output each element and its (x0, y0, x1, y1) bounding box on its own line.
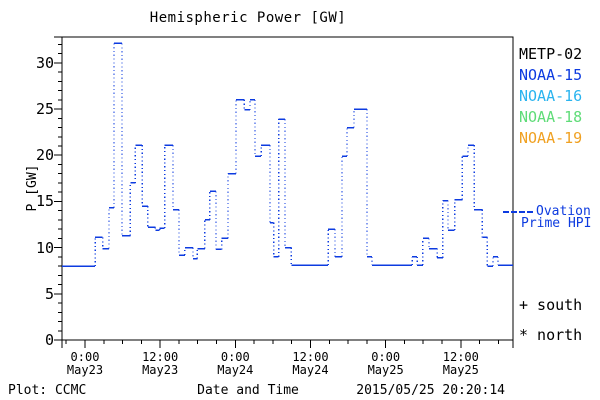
y-tick-label: 0 (44, 331, 54, 349)
y-tick-label: 10 (35, 238, 54, 257)
legend-item-noaa-16: NOAA-16 (519, 87, 583, 105)
x-tick-label: 0:00 May25 (354, 351, 418, 377)
x-axis-title: Date and Time (197, 383, 299, 398)
x-tick-date: May24 (292, 363, 329, 377)
y-tick-label: 25 (35, 100, 54, 119)
hemisphere-markers: + south * north (519, 298, 582, 358)
axes (54, 36, 514, 348)
ovation-legend-line1: Ovation (503, 204, 591, 219)
x-tick-label: 0:00 May24 (203, 351, 267, 377)
x-tick-label: 12:00 May23 (128, 351, 192, 377)
x-tick-date: May23 (66, 363, 104, 377)
y-tick-label: 20 (35, 146, 54, 165)
legend-item-noaa-19: NOAA-19 (519, 129, 583, 147)
legend-item-metp-02: METP-02 (519, 45, 583, 63)
x-tick-label: 12:00 May24 (278, 351, 342, 377)
ovation-legend: Ovation Prime HPI (503, 204, 592, 231)
x-tick-date: May23 (142, 363, 179, 377)
hemisphere-marker-north: * north (519, 326, 583, 344)
x-tick-time: 12:00 (142, 350, 179, 364)
x-tick-time: 0:00 (371, 350, 401, 364)
hpi-step-line (62, 42, 513, 267)
x-tick-label: 12:00 May25 (429, 351, 493, 377)
x-tick-date: May24 (217, 363, 254, 377)
chart-title: Hemispheric Power [GW] (149, 10, 347, 26)
x-tick-time: 0:00 (220, 350, 250, 364)
x-tick-time: 12:00 (442, 350, 479, 364)
y-tick-label: 30 (35, 53, 54, 72)
plot-credit: Plot: CCMC (8, 383, 87, 398)
ovation-label-line2: Prime HPI (521, 216, 592, 231)
x-tick-date: May25 (442, 363, 479, 377)
y-tick-label: 15 (35, 192, 54, 211)
timestamp: 2015/05/25 20:20:14 (356, 383, 505, 398)
ovation-label-line1: Ovation (536, 204, 591, 219)
x-tick-label: 0:00 May23 (53, 351, 117, 377)
x-tick-time: 12:00 (292, 350, 329, 364)
y-tick-label: 5 (44, 284, 54, 303)
plot-border (61, 36, 514, 341)
hemisphere-marker-south: + south (519, 296, 583, 314)
legend-item-noaa-18: NOAA-18 (519, 108, 583, 126)
x-tick-date: May25 (367, 363, 404, 377)
ovation-dash-icon (503, 210, 533, 213)
legend-item-noaa-15: NOAA-15 (519, 66, 583, 84)
satellite-legend: METP-02 NOAA-15 NOAA-16 NOAA-18 NOAA-19 (519, 44, 599, 149)
x-tick-time: 0:00 (70, 350, 100, 364)
